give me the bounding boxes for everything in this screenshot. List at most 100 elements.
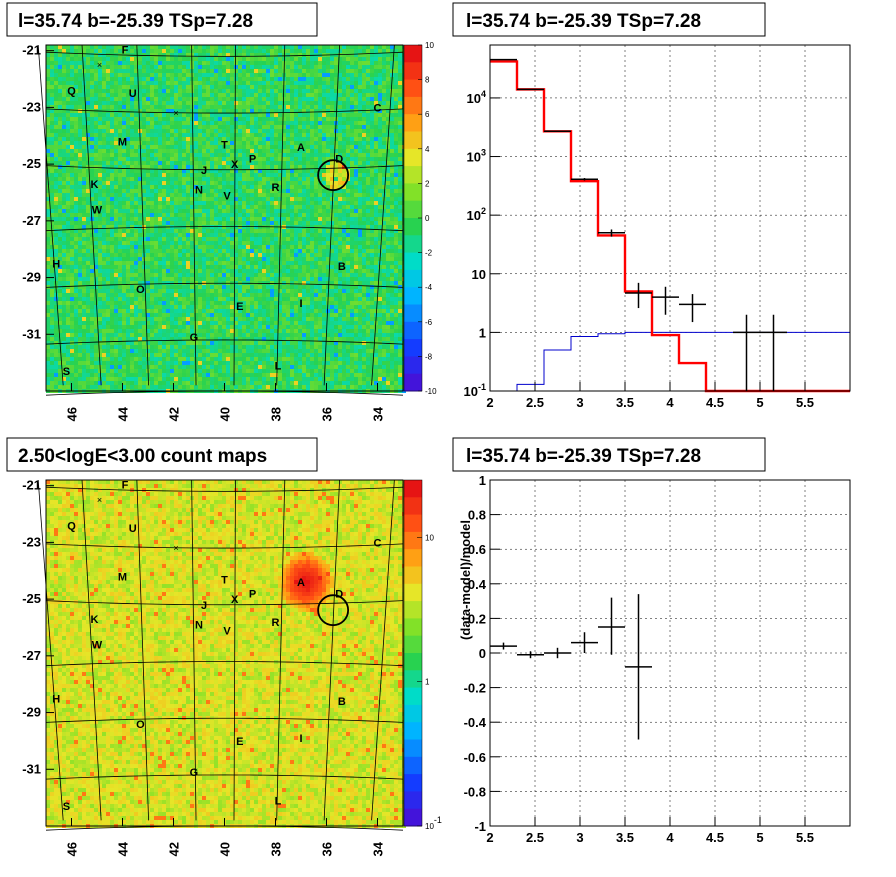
map-pixel <box>46 133 50 137</box>
map-pixel <box>310 249 314 253</box>
map-pixel <box>86 45 90 49</box>
map-pixel <box>338 121 342 125</box>
map-pixel <box>114 241 118 245</box>
map-pixel <box>194 209 198 213</box>
map-pixel <box>246 185 250 189</box>
map-pixel <box>98 261 102 265</box>
map-pixel <box>378 181 382 185</box>
map-pixel <box>50 257 54 261</box>
map-pixel <box>270 137 274 141</box>
map-pixel <box>146 189 150 193</box>
map-pixel <box>126 261 130 265</box>
map-pixel <box>378 141 382 145</box>
map-pixel <box>78 69 82 73</box>
map-pixel <box>118 261 122 265</box>
map-pixel <box>70 57 74 61</box>
map-pixel <box>90 249 94 253</box>
map-pixel <box>322 225 326 229</box>
map-pixel <box>150 137 154 141</box>
map-pixel <box>270 245 274 249</box>
map-pixel <box>322 149 326 153</box>
map-pixel <box>294 249 298 253</box>
map-pixel <box>138 61 142 65</box>
map-pixel <box>250 197 254 201</box>
map-pixel <box>58 89 62 93</box>
map-pixel <box>266 201 270 205</box>
map-pixel <box>194 65 198 69</box>
map-pixel <box>122 45 126 49</box>
map-pixel <box>214 217 218 221</box>
map-pixel <box>166 233 170 237</box>
map-pixel <box>94 49 98 53</box>
map-pixel <box>298 157 302 161</box>
map-pixel <box>266 261 270 265</box>
map-pixel <box>378 97 382 101</box>
map-pixel <box>390 149 394 153</box>
map-pixel <box>378 201 382 205</box>
map-pixel <box>282 177 286 181</box>
map-pixel <box>78 225 82 229</box>
map-pixel <box>134 149 138 153</box>
map-pixel <box>102 77 106 81</box>
map-pixel <box>394 117 398 121</box>
map-pixel <box>126 193 130 197</box>
map-pixel <box>118 141 122 145</box>
map-pixel <box>354 157 358 161</box>
map-pixel <box>230 133 234 137</box>
map-pixel <box>294 129 298 133</box>
map-pixel <box>158 133 162 137</box>
map-pixel <box>366 241 370 245</box>
map-pixel <box>114 105 118 109</box>
map-pixel <box>106 249 110 253</box>
map-pixel <box>366 161 370 165</box>
map-pixel <box>386 61 390 65</box>
map-pixel <box>86 129 90 133</box>
map-pixel <box>214 141 218 145</box>
map-pixel <box>78 145 82 149</box>
map-pixel <box>258 57 262 61</box>
map-pixel <box>214 197 218 201</box>
map-pixel <box>82 141 86 145</box>
map-pixel <box>230 61 234 65</box>
map-pixel <box>58 193 62 197</box>
map-pixel <box>286 261 290 265</box>
map-pixel <box>250 233 254 237</box>
map-pixel <box>202 105 206 109</box>
map-pixel <box>74 169 78 173</box>
map-pixel <box>210 265 214 269</box>
map-pixel <box>74 193 78 197</box>
map-pixel <box>258 209 262 213</box>
map-pixel <box>134 121 138 125</box>
map-pixel <box>126 217 130 221</box>
map-pixel <box>190 181 194 185</box>
map-pixel <box>306 233 310 237</box>
map-pixel <box>270 133 274 137</box>
map-pixel <box>94 225 98 229</box>
map-pixel <box>70 217 74 221</box>
map-pixel <box>246 61 250 65</box>
map-pixel <box>394 133 398 137</box>
map-pixel <box>50 213 54 217</box>
map-pixel <box>118 73 122 77</box>
map-pixel <box>238 181 242 185</box>
map-pixel <box>362 53 366 57</box>
map-pixel <box>262 157 266 161</box>
map-pixel <box>158 145 162 149</box>
map-pixel <box>218 61 222 65</box>
map-pixel <box>334 225 338 229</box>
map-pixel <box>158 181 162 185</box>
map-pixel <box>390 221 394 225</box>
map-pixel <box>174 181 178 185</box>
map-pixel <box>294 153 298 157</box>
map-pixel <box>382 49 386 53</box>
map-pixel <box>282 201 286 205</box>
map-pixel <box>266 57 270 61</box>
map-pixel <box>138 57 142 61</box>
map-pixel <box>298 177 302 181</box>
map-pixel <box>166 121 170 125</box>
map-pixel <box>382 241 386 245</box>
map-pixel <box>338 181 342 185</box>
map-pixel <box>290 125 294 129</box>
map-pixel <box>286 105 290 109</box>
map-pixel <box>146 213 150 217</box>
